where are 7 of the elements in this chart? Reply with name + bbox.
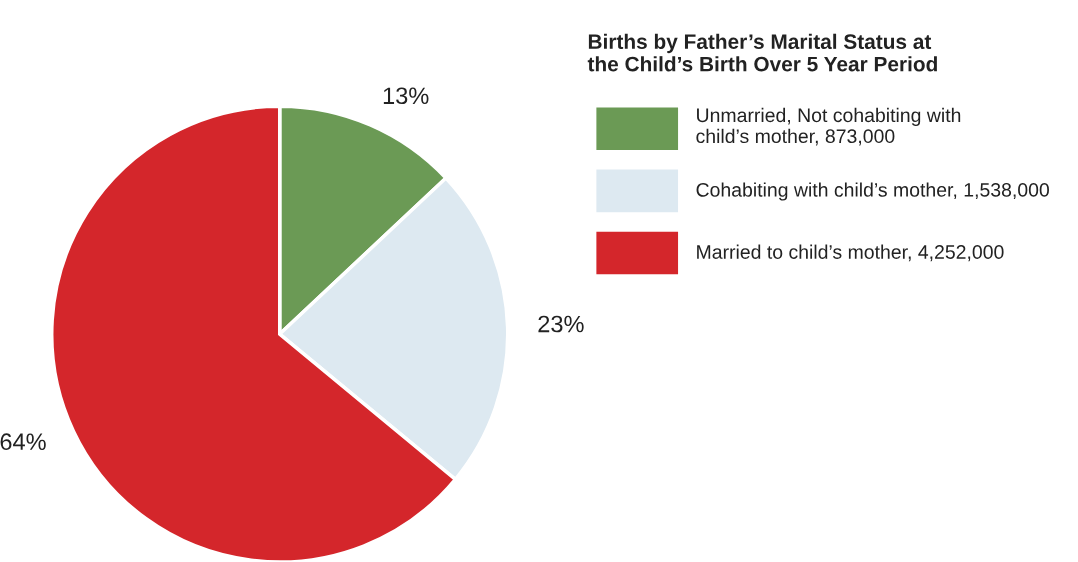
data-label: 23% — [538, 315, 584, 333]
data-label: 64% — [0, 433, 46, 451]
legend-label: Married to child’s mother, 4,252,000 — [697, 244, 1004, 262]
legend-label: Cohabiting with child’s mother, 1,538,000 — [696, 182, 1049, 201]
legend-label: Unmarried, Not cohabiting with child’s mother, 873,000 — [696, 107, 961, 146]
data-label: 13% — [383, 87, 429, 105]
chart-title: Births by Father’s Marital Status at the Child’s Birth Over 5 Year Period — [587, 33, 937, 72]
